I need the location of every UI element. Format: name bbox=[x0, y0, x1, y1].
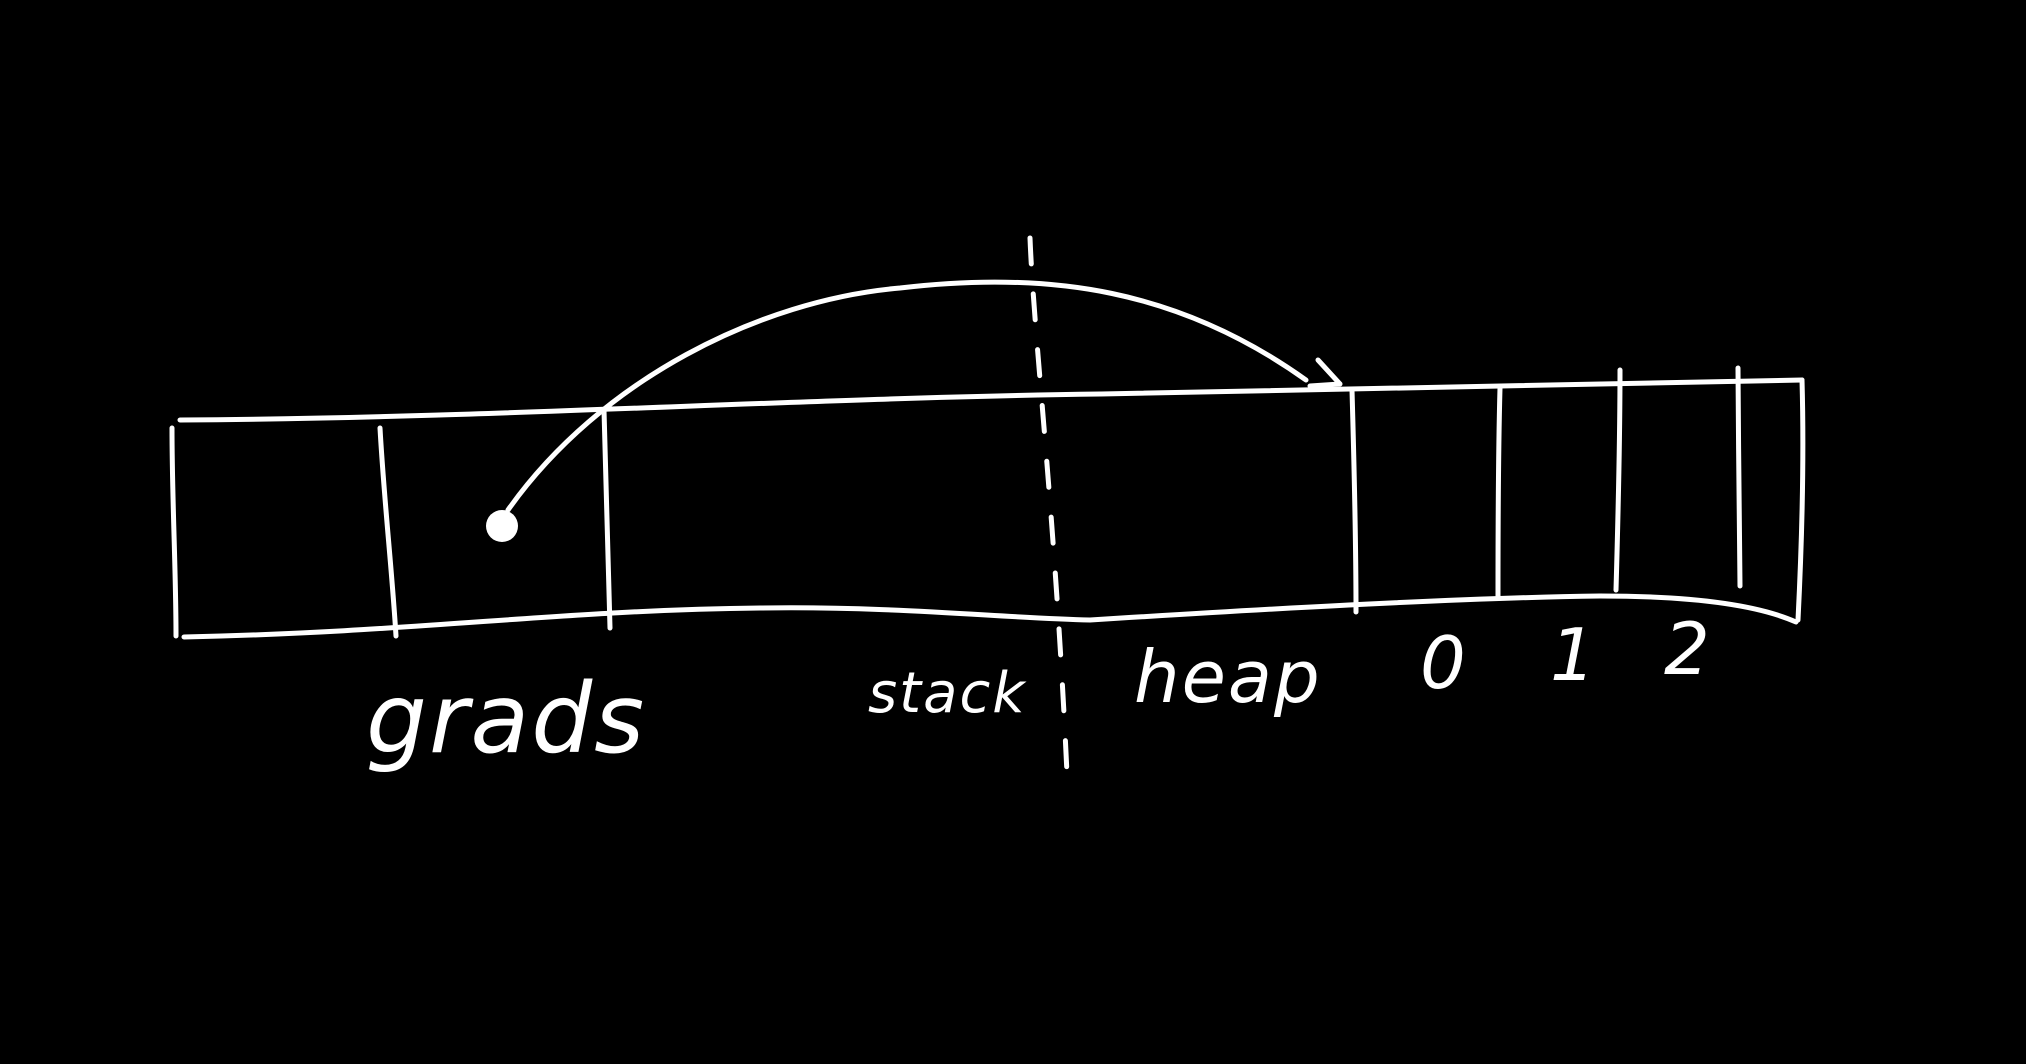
label-index-1: 1 bbox=[1550, 613, 1596, 697]
stack-heap-boundary-dashed bbox=[1027, 235, 1071, 799]
divider-grads-left bbox=[377, 425, 399, 639]
divider-heap-end bbox=[1349, 387, 1359, 615]
label-grads: grads bbox=[366, 663, 646, 775]
divider-array-1-2 bbox=[1613, 367, 1623, 593]
pointer-arrowhead bbox=[1307, 357, 1343, 389]
memory-strip-right-edge bbox=[1795, 377, 1806, 623]
label-index-0: 0 bbox=[1420, 621, 1466, 705]
label-heap: heap bbox=[1134, 635, 1322, 719]
memory-strip-top-edge bbox=[177, 377, 1805, 423]
label-stack: stack bbox=[868, 661, 1027, 726]
pointer-origin-dot bbox=[486, 510, 518, 542]
divider-grads-right bbox=[601, 407, 613, 631]
memory-strip-left-edge bbox=[169, 425, 179, 639]
memory-strip-bottom-edge bbox=[181, 593, 1799, 640]
divider-array-0-1 bbox=[1495, 385, 1503, 599]
pointer-arrow bbox=[505, 279, 1309, 513]
label-index-2: 2 bbox=[1664, 607, 1710, 691]
divider-array-2-3 bbox=[1735, 365, 1743, 589]
